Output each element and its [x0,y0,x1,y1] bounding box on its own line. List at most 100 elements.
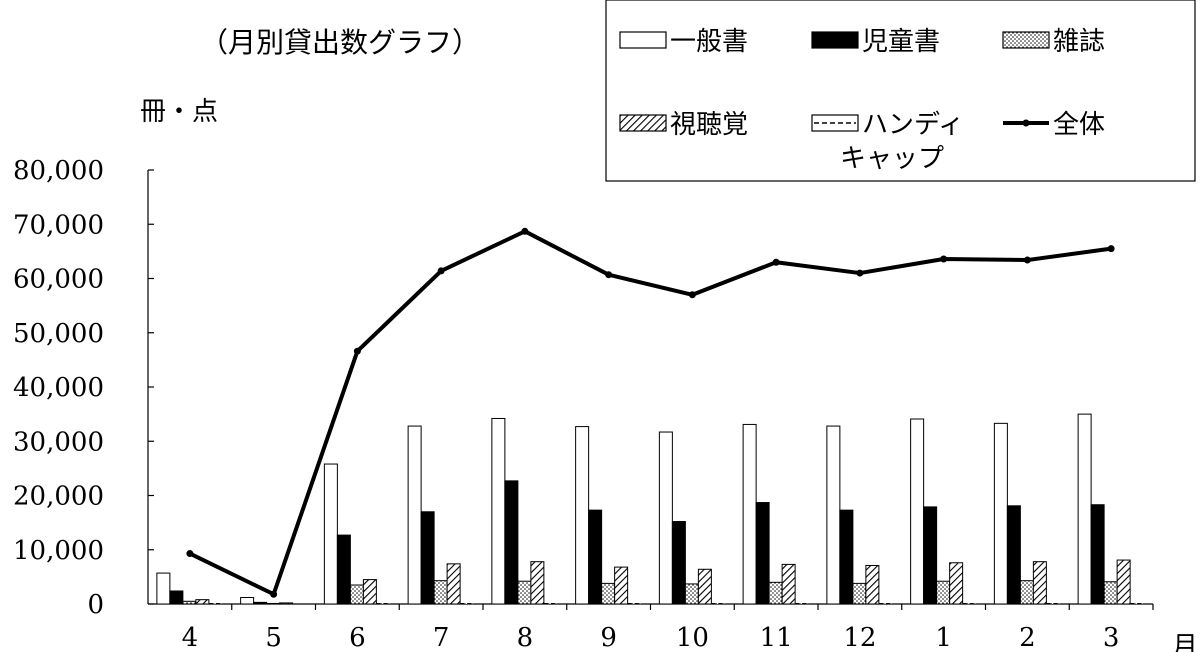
bar-dash-5 [543,602,558,605]
bar-dash-4 [459,602,474,605]
bar-dots-3 [349,584,364,605]
legend-label: 一般書 [670,27,748,57]
x-tick-label: 6 [349,623,366,652]
bar-dots-4 [433,580,448,605]
legend-swatch [619,31,667,49]
chart-title: （月別貸出数グラフ） [200,26,480,59]
bar-black-4 [420,511,435,605]
total-point [186,550,194,558]
x-axis-unit-label: 月 [1172,632,1198,652]
y-tick-label: 30,000 [13,427,104,457]
bar-dots-9 [852,582,867,605]
bar-hatch-5 [530,561,545,605]
legend-label: 児童書 [862,27,940,57]
bar-white-4 [407,425,422,605]
bar-black-10 [923,506,938,605]
total-point [688,291,696,299]
bar-dots-5 [517,580,532,605]
y-tick-label: 40,000 [13,373,104,403]
bar-dash-9 [878,602,893,605]
bar-white-7 [658,431,673,605]
y-tick-label: 70,000 [13,210,104,240]
legend-label: キャップ [840,144,944,174]
bar-hatch-2 [279,602,294,605]
bar-dash-10 [962,602,977,605]
bar-dash-7 [710,602,725,605]
bar-white-2 [240,596,255,605]
bar-dash-8 [794,602,809,605]
bar-white-5 [491,417,506,605]
x-tick-label: 12 [843,623,876,652]
x-tick-label: 11 [760,623,793,652]
bar-hatch-8 [781,563,796,605]
bar-hatch-11 [1032,561,1047,605]
x-tick-label: 5 [265,623,282,652]
total-point [772,258,780,266]
bar-white-11 [993,422,1008,605]
x-tick-label: 8 [517,623,534,652]
bar-dots-2 [266,602,281,605]
legend-label: 全体 [1053,110,1105,140]
total-series-line [189,229,1112,597]
x-tick-label: 1 [935,623,952,652]
bar-black-3 [336,534,351,605]
y-tick-label: 50,000 [13,319,104,349]
bar-hatch-3 [362,579,377,605]
bar-black-1 [169,590,184,605]
y-tick-label: 10,000 [13,536,104,566]
bar-white-10 [910,418,925,605]
y-axis-unit-label: 冊・点 [140,97,218,127]
total-point [856,269,864,277]
bar-dots-12 [1103,581,1118,605]
bar-dash-11 [1045,602,1060,605]
total-point [437,267,445,275]
bar-hatch-12 [1116,559,1131,605]
bar-dots-10 [936,580,951,605]
bar-hatch-10 [949,562,964,605]
bar-white-1 [156,572,171,605]
bar-dash-3 [375,602,390,605]
y-tick-label: 60,000 [13,265,104,295]
total-line [186,227,1115,598]
bar-white-9 [826,425,841,605]
bar-black-2 [253,601,268,605]
bar-hatch-1 [195,599,210,605]
total-point [1023,256,1031,264]
bar-dots-1 [182,600,197,605]
bar-dash-6 [627,602,642,605]
legend-label: 視聴覚 [670,110,748,140]
total-point [270,590,278,598]
y-tick-label: 80,000 [13,156,104,186]
axes: 0 10,000 20,000 30,000 40,000 50,000 60,000 70,… [13,156,1154,652]
bar-white-6 [575,426,590,605]
bar-dots-11 [1019,580,1034,605]
legend-swatch [811,31,859,49]
total-point [353,347,361,355]
total-point [1107,245,1115,253]
bar-white-3 [323,463,338,605]
bar-black-7 [671,521,686,605]
x-tick-label: 2 [1019,623,1036,652]
y-tick-label: 20,000 [13,482,104,512]
bar-dash-1 [208,602,223,605]
bar-black-8 [755,502,770,605]
bar-black-9 [839,509,854,605]
bar-dots-7 [684,583,699,605]
y-tick-label: 0 [87,590,104,620]
bar-hatch-4 [446,563,461,605]
bar-hatch-7 [697,568,712,605]
x-tick-label: 9 [600,623,617,652]
bar-hatch-9 [865,564,880,605]
bar-dots-6 [601,582,616,605]
total-point [605,271,613,279]
bar-black-5 [504,480,519,605]
legend-swatch [1002,31,1050,49]
legend-label: ハンディ [862,110,964,140]
bar-hatch-6 [614,566,629,605]
legend-line-marker [1022,119,1030,127]
bars [156,413,1144,605]
bar-black-12 [1090,504,1105,605]
x-tick-label: 3 [1103,623,1120,652]
